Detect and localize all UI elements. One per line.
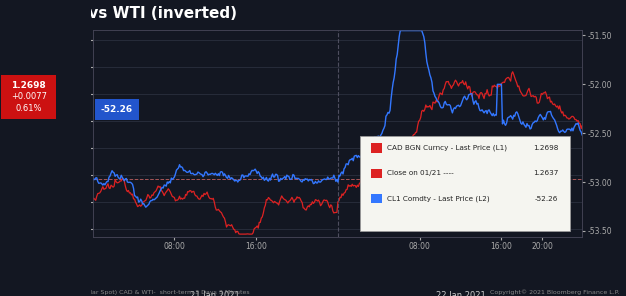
Text: +0.0077: +0.0077 — [11, 92, 47, 101]
Text: CAD Curncy (Canadian Dollar Spot) CAD & WTI-  short-term 3 Days 3 Minutes: CAD Curncy (Canadian Dollar Spot) CAD & … — [6, 289, 250, 295]
Text: 1.2637: 1.2637 — [533, 170, 558, 176]
Text: 1.2720: 1.2720 — [63, 63, 90, 72]
Text: -52.26: -52.26 — [535, 196, 558, 202]
Text: 22 Jan 2021: 22 Jan 2021 — [436, 291, 485, 296]
Text: 1.2620: 1.2620 — [63, 197, 90, 206]
Text: 1.2640: 1.2640 — [63, 170, 90, 179]
Text: 1.2698: 1.2698 — [11, 81, 46, 90]
Text: 1.2700: 1.2700 — [63, 90, 90, 99]
Text: 1.2698: 1.2698 — [533, 145, 558, 151]
Text: CAD BGN Curncy - Last Price (L1): CAD BGN Curncy - Last Price (L1) — [387, 145, 508, 151]
Text: 1.2680: 1.2680 — [63, 117, 90, 126]
Text: 1.2660: 1.2660 — [63, 144, 90, 152]
Text: 1.2600: 1.2600 — [63, 224, 90, 233]
Text: USD/CAD vs WTI (inverted): USD/CAD vs WTI (inverted) — [6, 6, 237, 21]
Text: -52.26: -52.26 — [101, 105, 133, 114]
Text: 1.2740: 1.2740 — [63, 36, 90, 45]
Text: 21 Jan 2021: 21 Jan 2021 — [190, 291, 240, 296]
Text: Close on 01/21 ----: Close on 01/21 ---- — [387, 170, 454, 176]
Text: CL1 Comdty - Last Price (L2): CL1 Comdty - Last Price (L2) — [387, 195, 490, 202]
Text: Copyright© 2021 Bloomberg Finance L.P.: Copyright© 2021 Bloomberg Finance L.P. — [490, 289, 620, 295]
Text: 0.61%: 0.61% — [16, 104, 42, 112]
